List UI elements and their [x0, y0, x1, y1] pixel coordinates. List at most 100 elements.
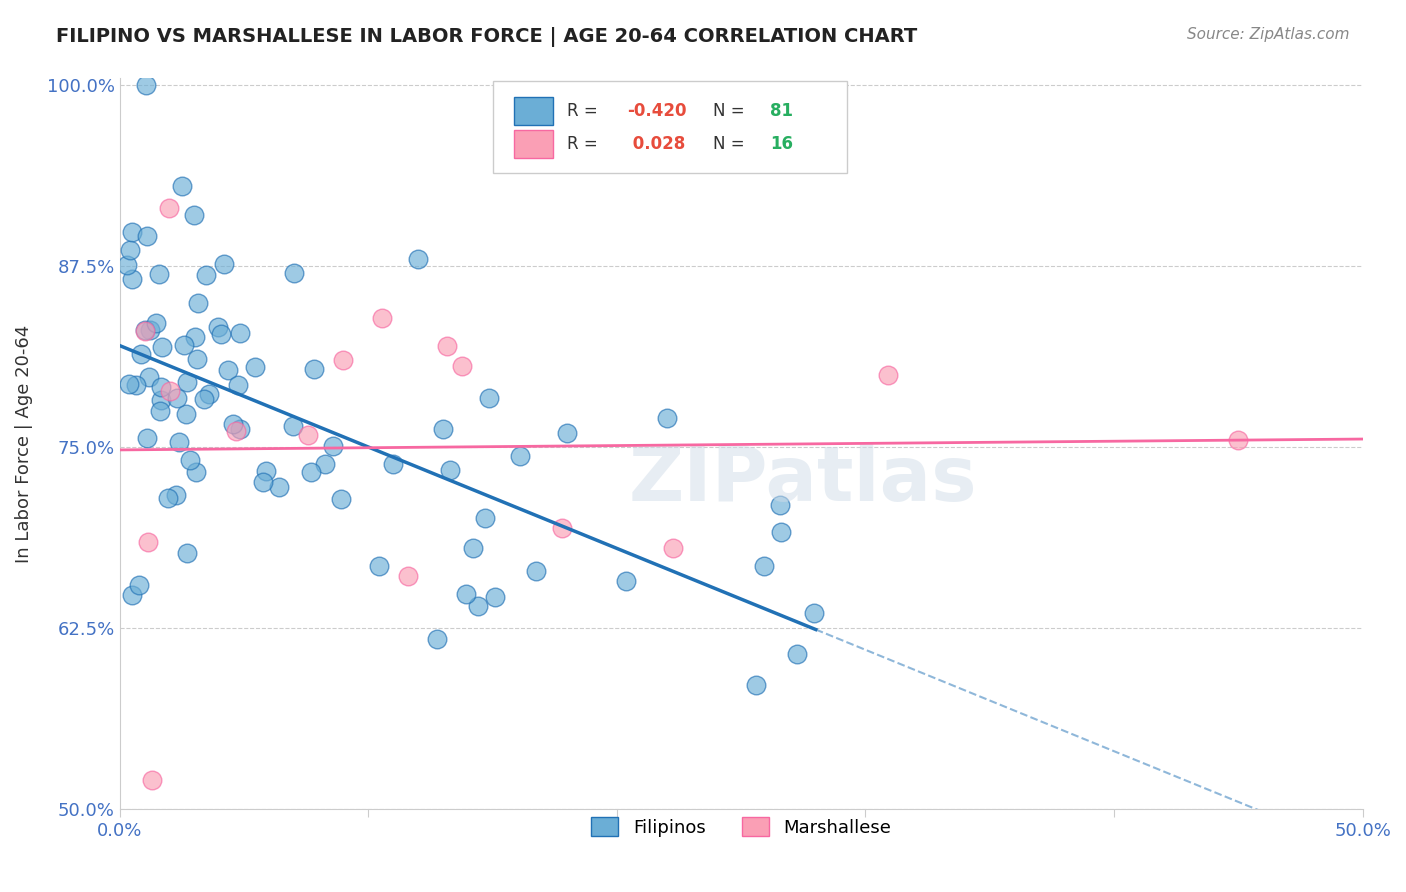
Point [121, 588, 143, 602]
Point [139, 323, 162, 337]
Point [876, 368, 898, 383]
Point [786, 648, 808, 662]
Point [456, 586, 478, 600]
Point [115, 258, 138, 272]
Point [614, 574, 637, 588]
Point [281, 418, 304, 433]
Point [463, 541, 485, 555]
Point [551, 521, 574, 535]
Point [134, 323, 156, 337]
Point [451, 359, 474, 374]
Text: R =: R = [567, 136, 603, 153]
Point [121, 271, 143, 285]
Point [302, 362, 325, 376]
Point [297, 428, 319, 442]
Point [769, 524, 792, 539]
Point [135, 229, 157, 244]
Point [174, 407, 197, 421]
Point [267, 480, 290, 494]
Point [118, 377, 141, 392]
Point [135, 431, 157, 445]
Point [125, 378, 148, 392]
FancyBboxPatch shape [492, 81, 846, 173]
Point [406, 252, 429, 266]
Point [217, 363, 239, 377]
Point [478, 391, 501, 405]
Point [186, 352, 208, 367]
Point [229, 421, 252, 435]
Point [136, 535, 159, 549]
FancyBboxPatch shape [513, 130, 554, 158]
Point [426, 632, 449, 646]
Point [120, 243, 142, 257]
Point [467, 599, 489, 613]
Point [769, 498, 792, 512]
Point [150, 392, 173, 407]
Text: R =: R = [567, 103, 603, 120]
Legend: Filipinos, Marshallese: Filipinos, Marshallese [583, 810, 898, 844]
Point [314, 457, 336, 471]
Point [332, 353, 354, 368]
Point [432, 422, 454, 436]
Point [754, 558, 776, 573]
Text: 16: 16 [769, 136, 793, 153]
FancyBboxPatch shape [513, 97, 554, 125]
Point [193, 392, 215, 407]
Point [1227, 433, 1250, 447]
Y-axis label: In Labor Force | Age 20-64: In Labor Force | Age 20-64 [15, 325, 32, 563]
Point [141, 773, 163, 788]
Text: N =: N = [713, 103, 749, 120]
Point [128, 578, 150, 592]
Point [184, 330, 207, 344]
Text: -0.420: -0.420 [627, 103, 686, 120]
Point [509, 450, 531, 464]
Point [138, 370, 160, 384]
Point [121, 225, 143, 239]
Point [396, 569, 419, 583]
Point [173, 338, 195, 352]
Point [229, 326, 252, 340]
Point [131, 347, 153, 361]
Point [148, 403, 170, 417]
Point [655, 411, 678, 425]
Point [283, 266, 305, 280]
Point [212, 257, 235, 271]
Point [145, 316, 167, 330]
Point [301, 465, 323, 479]
Point [176, 376, 198, 390]
Point [179, 453, 201, 467]
Point [555, 425, 578, 440]
Point [439, 463, 461, 477]
Point [745, 678, 768, 692]
Point [183, 208, 205, 222]
Point [474, 510, 496, 524]
Text: ZIPatlas: ZIPatlas [628, 443, 977, 517]
Point [803, 606, 825, 620]
Point [225, 424, 247, 438]
Text: 0.028: 0.028 [627, 136, 685, 153]
Point [524, 565, 547, 579]
Point [322, 438, 344, 452]
Point [329, 491, 352, 506]
Point [157, 491, 180, 506]
Text: 81: 81 [769, 103, 793, 120]
Point [368, 559, 391, 574]
Point [252, 475, 274, 489]
Point [170, 179, 193, 194]
Point [148, 267, 170, 281]
Point [159, 201, 181, 215]
Point [135, 78, 157, 92]
Point [207, 320, 229, 334]
Point [245, 360, 267, 375]
Point [436, 339, 458, 353]
Point [166, 391, 188, 405]
Point [222, 417, 245, 431]
Point [176, 546, 198, 560]
Point [662, 541, 685, 555]
Point [381, 457, 404, 471]
Point [371, 311, 394, 326]
Point [167, 434, 190, 449]
Point [159, 384, 181, 399]
Point [186, 465, 208, 479]
Point [150, 380, 173, 394]
